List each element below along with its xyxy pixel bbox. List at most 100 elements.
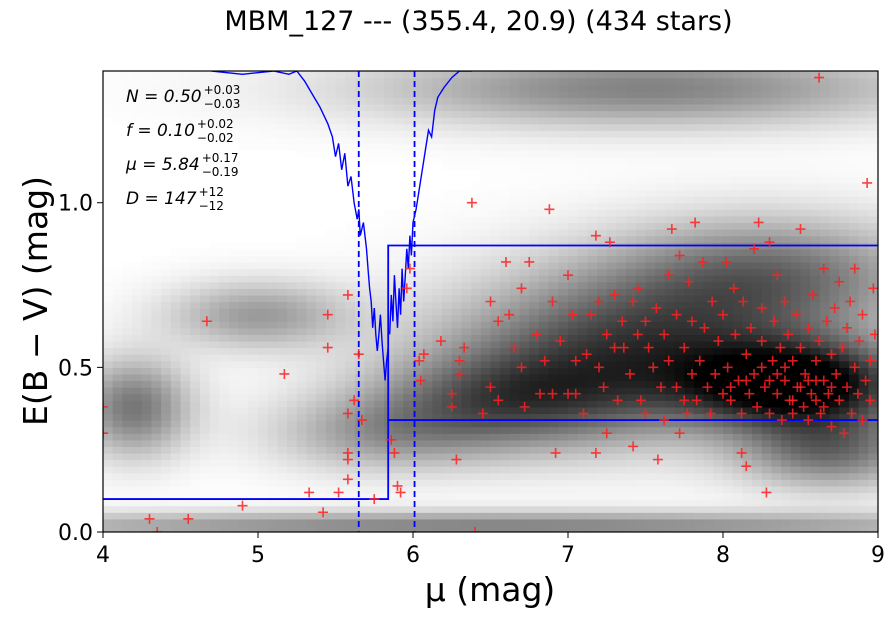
heatmap-cell bbox=[597, 327, 608, 336]
heatmap-cell bbox=[413, 472, 424, 480]
heatmap-cell bbox=[383, 130, 395, 138]
heatmap-cell bbox=[548, 420, 559, 428]
heatmap-cell bbox=[480, 400, 492, 408]
heatmap-cell bbox=[664, 485, 676, 494]
heatmap-cell bbox=[374, 248, 385, 256]
heatmap-cell bbox=[413, 229, 424, 237]
heatmap-cell bbox=[228, 525, 240, 532]
heatmap-cell bbox=[800, 479, 811, 487]
heatmap-cell bbox=[335, 136, 346, 145]
heatmap-cell bbox=[500, 505, 511, 513]
heatmap-cell bbox=[810, 327, 821, 336]
heatmap-cell bbox=[616, 97, 627, 105]
heatmap-cell bbox=[538, 518, 550, 527]
heatmap-cell bbox=[500, 446, 511, 454]
heatmap-cell bbox=[703, 84, 714, 92]
heatmap-cell bbox=[364, 373, 375, 382]
heatmap-cell bbox=[228, 433, 240, 441]
heatmap-cell bbox=[190, 255, 201, 263]
heatmap-cell bbox=[306, 71, 317, 79]
heatmap-cell bbox=[771, 71, 782, 79]
heatmap-cell bbox=[538, 294, 550, 303]
heatmap-cell bbox=[577, 110, 588, 118]
heatmap-cell bbox=[199, 479, 211, 487]
heatmap-cell bbox=[684, 288, 695, 296]
heatmap-cell bbox=[228, 452, 240, 461]
heatmap-cell bbox=[374, 341, 385, 349]
heatmap-cell bbox=[674, 492, 685, 500]
heatmap-cell bbox=[383, 117, 395, 125]
heatmap-cell bbox=[228, 446, 240, 454]
heatmap-cell bbox=[839, 466, 850, 474]
heatmap-cell bbox=[238, 255, 249, 263]
heatmap-cell bbox=[393, 512, 404, 520]
heatmap-cell bbox=[325, 84, 337, 92]
heatmap-cell bbox=[626, 360, 637, 368]
heatmap-cell bbox=[509, 479, 521, 487]
heatmap-cell bbox=[325, 308, 337, 316]
heatmap-cell bbox=[587, 393, 598, 401]
heatmap-cell bbox=[190, 341, 201, 349]
heatmap-cell bbox=[335, 248, 346, 256]
heatmap-cell bbox=[752, 202, 763, 210]
heatmap-cell bbox=[132, 525, 143, 532]
heatmap-cell bbox=[674, 77, 685, 85]
heatmap-cell bbox=[674, 156, 685, 164]
heatmap-cell bbox=[655, 367, 666, 375]
heatmap-cell bbox=[345, 518, 356, 527]
heatmap-cell bbox=[645, 294, 656, 303]
heatmap-cell bbox=[277, 110, 288, 118]
heatmap-cell bbox=[287, 393, 298, 401]
heatmap-cell bbox=[432, 71, 443, 79]
heatmap-cell bbox=[422, 71, 433, 79]
heatmap-cell bbox=[819, 169, 831, 177]
heatmap-cell bbox=[548, 492, 559, 500]
heatmap-cell bbox=[277, 268, 288, 276]
heatmap-cell bbox=[325, 268, 337, 276]
heatmap-cell bbox=[364, 472, 375, 480]
heatmap-cell bbox=[752, 341, 763, 349]
heatmap-cell bbox=[819, 123, 831, 131]
heatmap-cell bbox=[296, 314, 308, 322]
heatmap-cell bbox=[209, 406, 220, 415]
heatmap-cell bbox=[568, 222, 579, 230]
heatmap-cell bbox=[432, 281, 443, 289]
heatmap-cell bbox=[848, 215, 860, 224]
heatmap-cell bbox=[732, 321, 743, 329]
heatmap-cell bbox=[190, 97, 201, 105]
heatmap-cell bbox=[277, 360, 288, 368]
heatmap-cell bbox=[413, 143, 424, 151]
heatmap-cell bbox=[180, 110, 191, 118]
heatmap-cell bbox=[170, 327, 182, 336]
heatmap-cell bbox=[587, 308, 598, 316]
heatmap-cell bbox=[645, 176, 656, 184]
heatmap-cell bbox=[616, 466, 627, 474]
heatmap-cell bbox=[480, 334, 492, 342]
heatmap-cell bbox=[335, 472, 346, 480]
heatmap-cell bbox=[199, 308, 211, 316]
heatmap-cell bbox=[432, 156, 443, 164]
heatmap-cell bbox=[848, 301, 860, 309]
heatmap-cell bbox=[771, 301, 782, 309]
heatmap-cell bbox=[655, 420, 666, 428]
heatmap-cell bbox=[655, 103, 666, 112]
heatmap-cell bbox=[519, 275, 530, 283]
heatmap-cell bbox=[723, 373, 734, 382]
heatmap-cell bbox=[277, 452, 288, 461]
heatmap-cell bbox=[568, 452, 579, 461]
heatmap-cell bbox=[781, 446, 792, 454]
heatmap-cell bbox=[500, 518, 511, 527]
heatmap-cell bbox=[345, 314, 356, 322]
heatmap-cell bbox=[403, 229, 414, 237]
heatmap-cell bbox=[325, 275, 337, 283]
heatmap-cell bbox=[219, 308, 230, 316]
heatmap-cell bbox=[287, 413, 298, 421]
heatmap-cell bbox=[248, 492, 259, 500]
heatmap-cell bbox=[490, 77, 501, 85]
heatmap-cell bbox=[471, 215, 482, 224]
heatmap-cell bbox=[713, 314, 724, 322]
heatmap-cell bbox=[374, 492, 385, 500]
heatmap-cell bbox=[354, 518, 366, 527]
heatmap-cell bbox=[509, 261, 521, 270]
heatmap-cell bbox=[316, 439, 327, 447]
